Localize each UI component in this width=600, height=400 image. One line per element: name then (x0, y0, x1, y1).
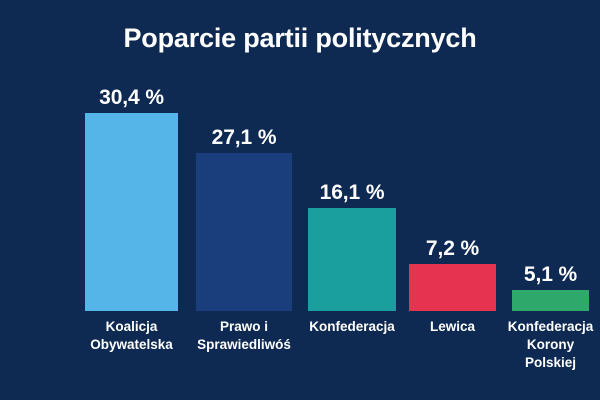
bar[interactable] (308, 208, 396, 311)
bar[interactable] (512, 290, 589, 311)
bar-category-label: Konfederacja (309, 319, 395, 334)
bar-value-label: 27,1 % (211, 126, 277, 149)
bar-group[interactable]: 5,1 % Konfederacja Korony Polskiej (508, 0, 594, 400)
bar[interactable] (196, 153, 292, 311)
bar-value-label: 30,4 % (99, 86, 164, 109)
bar[interactable] (409, 264, 496, 311)
bar-group[interactable]: 16,1 % Konfederacja (308, 0, 396, 400)
bar[interactable] (85, 113, 178, 311)
bar-group[interactable]: 27,1 % Prawo i Sprawiedliwóś (196, 0, 292, 400)
bar-value-label: 5,1 % (523, 263, 578, 286)
bar-value-label: 7,2 % (425, 237, 480, 260)
bar-group[interactable]: 30,4 % Koalicja Obywatelska (85, 0, 178, 400)
bar-category-label: Prawo i Sprawiedliwóś (197, 319, 291, 352)
bar-category-label: Koalicja Obywatelska (90, 319, 173, 352)
bar-category-label: Lewica (429, 319, 476, 334)
bar-value-label: 16,1 % (319, 181, 385, 204)
chart-title: Poparcie partii politycznych (123, 23, 477, 53)
bar-category-label: Konfederacja Korony Polskiej (507, 319, 594, 370)
bar-group[interactable]: 7,2 % Lewica (409, 0, 496, 400)
